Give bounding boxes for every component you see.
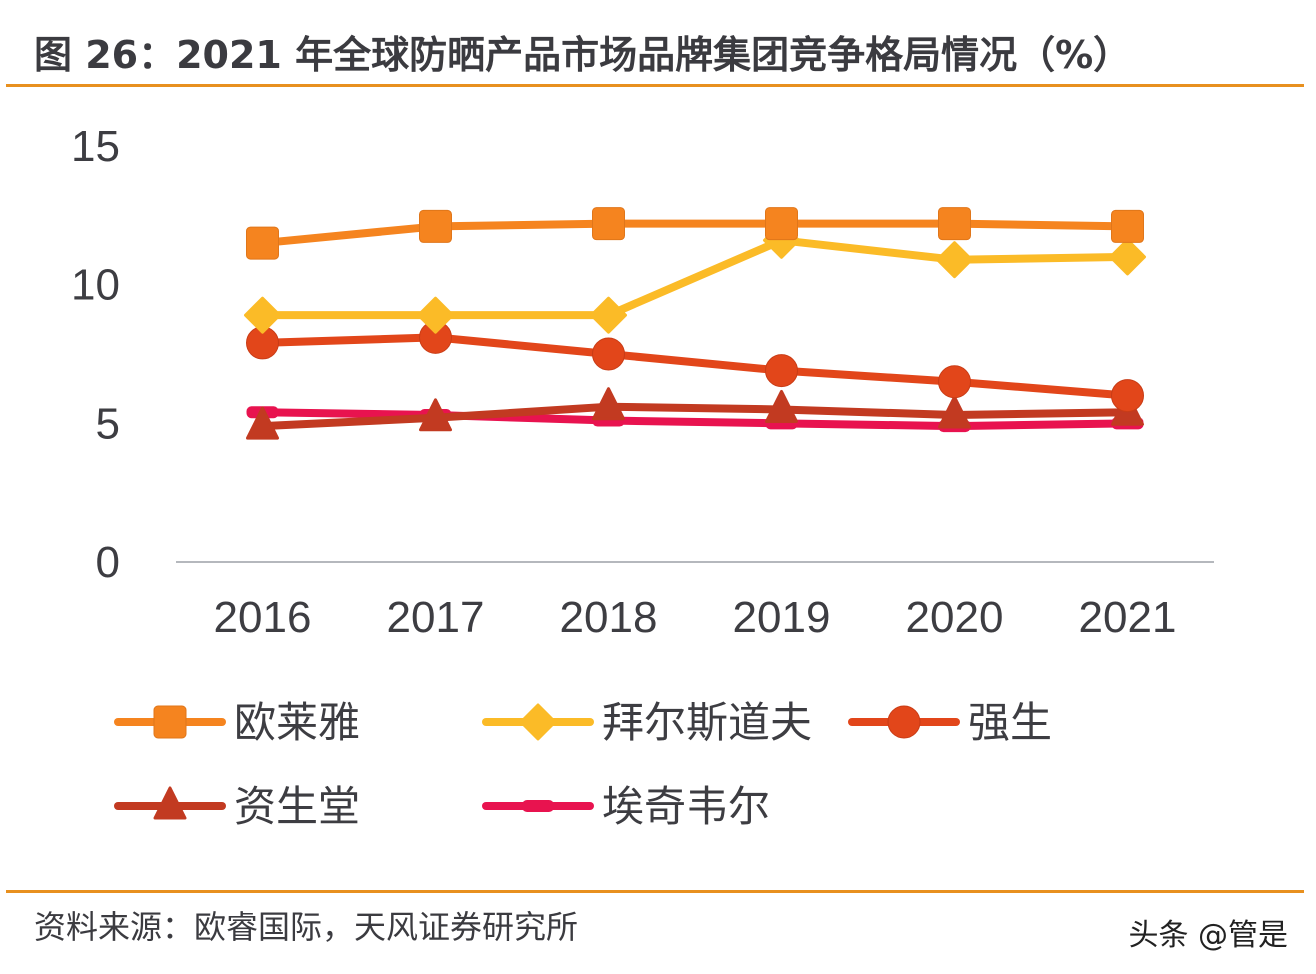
series-2	[246, 320, 1144, 413]
data-point-circle	[1111, 379, 1144, 413]
legend-marker-triangle	[153, 786, 187, 820]
data-point-triangle	[938, 395, 971, 429]
x-tick-label: 2018	[560, 593, 658, 642]
series-layer	[244, 207, 1146, 440]
x-tick-label: 2020	[906, 593, 1004, 642]
legend-label: 埃奇韦尔	[602, 782, 770, 831]
legend-marker-circle	[887, 705, 921, 739]
legend-label: 资生堂	[234, 782, 360, 831]
data-point-square	[592, 207, 625, 241]
data-point-diamond	[590, 296, 627, 334]
x-tick-label: 2017	[387, 593, 485, 642]
source-note: 资料来源：欧睿国际，天风证券研究所	[34, 908, 579, 946]
data-point-triangle	[419, 398, 452, 432]
legend-label: 拜尔斯道夫	[602, 698, 812, 747]
legend-item: 拜尔斯道夫	[482, 698, 812, 747]
x-tick-label: 2016	[214, 593, 312, 642]
data-point-triangle	[592, 387, 625, 421]
legend-label: 欧莱雅	[234, 698, 360, 747]
data-point-square	[1111, 209, 1144, 243]
y-tick-label: 15	[71, 122, 120, 171]
series-line	[258, 236, 1132, 320]
data-point-circle	[592, 337, 625, 371]
x-tick-label: 2021	[1079, 593, 1177, 642]
data-point-circle	[938, 365, 971, 399]
watermark: 头条 @管是	[1128, 918, 1288, 953]
footer-divider	[6, 890, 1304, 893]
legend-item: 欧莱雅	[114, 698, 360, 747]
x-axis: 2016 2017 2018 2019 2020 2021	[214, 593, 1177, 642]
legend-marker-diamond	[519, 703, 557, 741]
legend-item: 埃奇韦尔	[482, 782, 770, 831]
series-0	[246, 207, 1144, 260]
data-point-diamond	[936, 241, 973, 279]
data-point-triangle	[246, 406, 279, 440]
y-tick-label: 5	[96, 399, 120, 448]
series-line	[258, 408, 1132, 431]
legend-marker-square	[153, 705, 187, 739]
series-line	[258, 402, 1132, 431]
figure-title: 图 26：2021 年全球防晒产品市场品牌集团竞争格局情况（%）	[34, 33, 1132, 77]
data-point-triangle	[765, 389, 798, 423]
data-point-circle	[765, 354, 798, 388]
data-point-square	[419, 209, 452, 243]
legend-label: 强生	[968, 698, 1052, 747]
series-1	[244, 221, 1146, 334]
legend-item: 强生	[848, 698, 1052, 747]
data-point-square	[765, 207, 798, 241]
data-point-square	[246, 226, 279, 260]
title-divider	[6, 84, 1304, 87]
x-tick-label: 2019	[733, 593, 831, 642]
data-point-diamond	[244, 296, 281, 334]
line-chart: 0 5 10 15 2016 2017 2018 2019 2020 2021 欧莱雅 拜尔斯道夫…	[71, 122, 1214, 831]
legend-marker-dash	[522, 800, 554, 812]
data-point-diamond	[417, 296, 454, 334]
y-tick-label: 10	[71, 261, 120, 310]
data-point-diamond	[1109, 238, 1146, 276]
y-axis: 0 5 10 15	[71, 122, 120, 587]
series-3	[246, 387, 1144, 440]
legend-item: 资生堂	[114, 782, 360, 831]
data-point-square	[938, 207, 971, 241]
series-line	[258, 333, 1132, 400]
y-tick-label: 0	[96, 538, 120, 587]
series-line	[258, 219, 1132, 248]
